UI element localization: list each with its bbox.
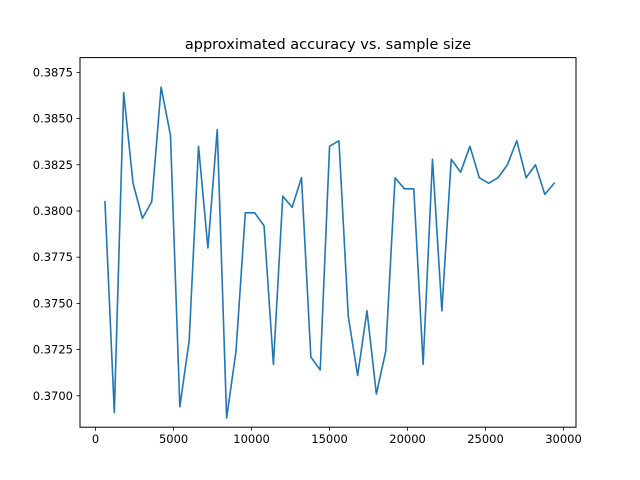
y-tick-label: 0.3750	[33, 296, 73, 310]
y-tick-label: 0.3875	[33, 65, 73, 79]
y-tick-label: 0.3850	[33, 112, 73, 126]
x-tick-label: 0	[92, 432, 99, 446]
x-tick-label: 15000	[311, 432, 348, 446]
series-layer	[104, 86, 556, 419]
x-tick-label: 20000	[389, 432, 426, 446]
x-tick-label: 25000	[467, 432, 504, 446]
y-tick-label: 0.3775	[33, 250, 73, 264]
y-tick-label: 0.3825	[33, 158, 73, 172]
x-tick-label: 30000	[545, 432, 582, 446]
x-tick-label: 10000	[233, 432, 270, 446]
y-axis: 0.3700 0.3725 0.3750 0.3775 0.3800 0.3825 0.38…	[33, 65, 80, 403]
axes-frame	[79, 57, 577, 428]
plot-area: 0 5000 10000 15000 20000 25000 30000 0.37000.3…	[33, 57, 582, 446]
x-axis: 0 5000 10000 15000 20000 25000 30000	[92, 427, 582, 446]
chart-title: approximated accuracy vs. sample size	[185, 37, 471, 53]
y-tick-label: 0.3700	[33, 389, 73, 403]
series-line	[104, 86, 556, 419]
y-tick-label: 0.3725	[33, 343, 73, 357]
x-tick-label: 5000	[159, 432, 188, 446]
y-tick-label: 0.3800	[33, 204, 73, 218]
